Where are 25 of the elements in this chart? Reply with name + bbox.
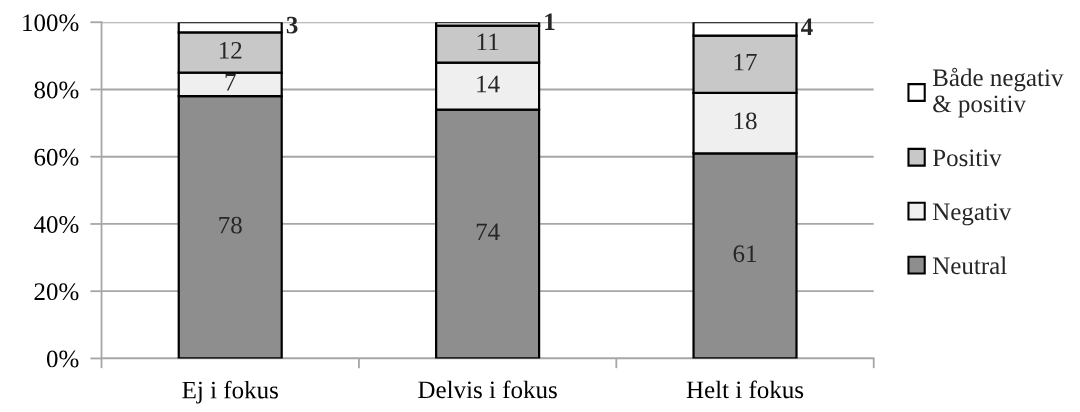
data-label: 78 [219,216,242,234]
legend-label: Både negativ & positiv [932,67,1064,118]
data-label: 61 [733,245,757,263]
y-tick-label: 40% [33,216,79,233]
y-tick-label: 100% [23,14,79,32]
data-label: 18 [734,112,757,130]
y-tick-label: 80% [34,81,79,99]
data-label: 4 [801,18,813,35]
y-tick-label: 20% [34,283,79,301]
data-label: 74 [476,223,500,241]
data-label: 3 [286,16,298,34]
data-label: 14 [477,75,500,93]
y-tick-label: 60% [34,148,79,166]
x-tick-label: Ej i fokus [182,380,278,404]
data-label: 7 [225,74,236,91]
y-tick-label: 0% [46,350,79,368]
legend-label: Positiv [932,149,1002,167]
data-label: 12 [219,41,242,59]
data-label: 11 [477,33,499,51]
data-label: 17 [734,53,757,71]
data-label: 1 [545,13,555,30]
legend-label: Neutral [932,256,1007,275]
x-tick-label: Helt i fokus [686,380,804,399]
x-tick-label: Delvis i fokus [418,380,557,399]
legend-label: Negativ [932,203,1012,226]
